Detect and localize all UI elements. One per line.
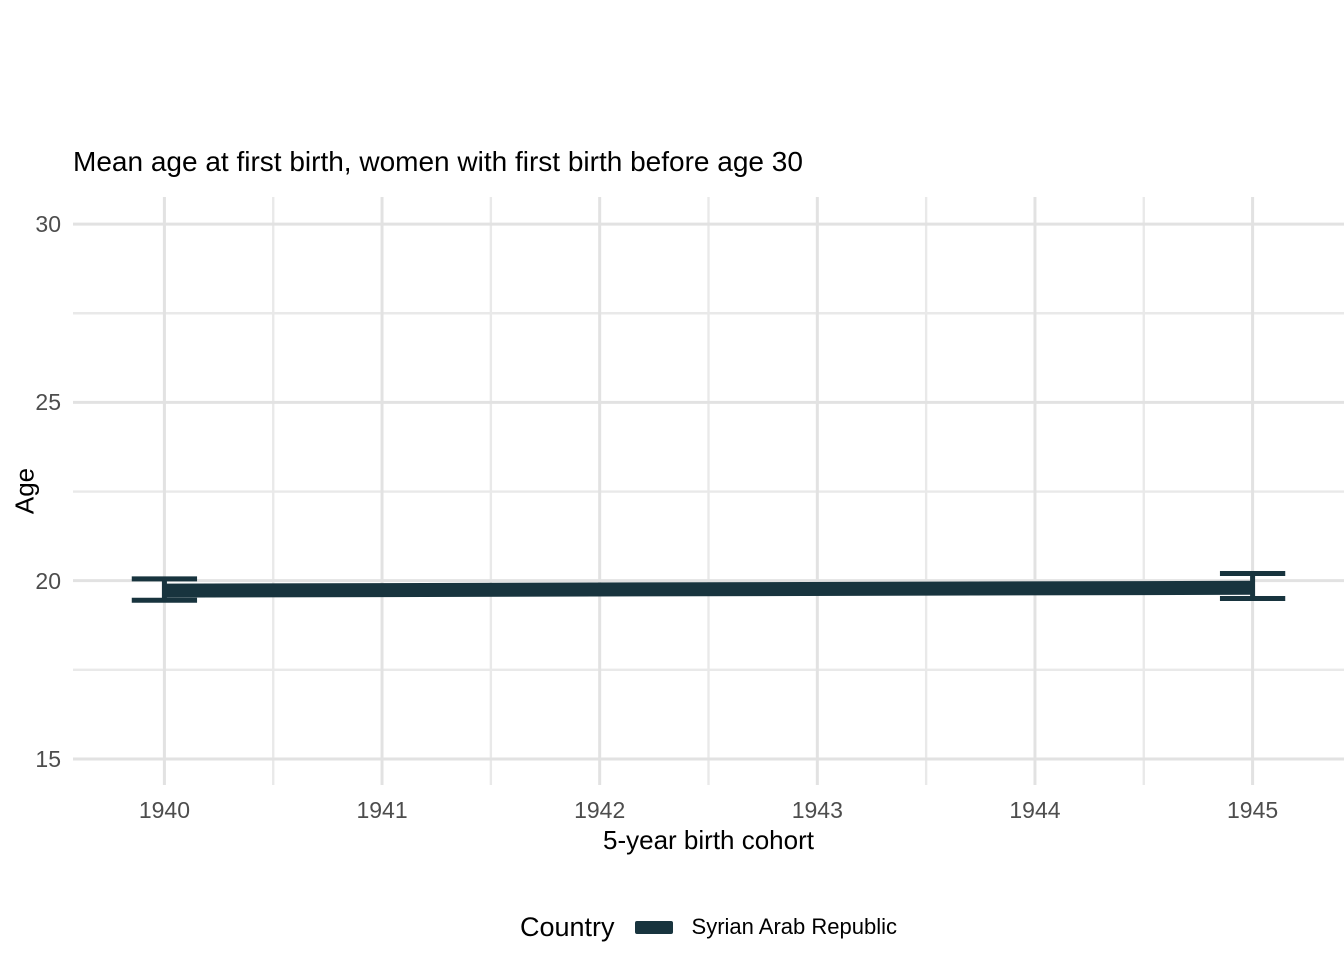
legend-title: Country [520,911,615,942]
chart-title: Mean age at first birth, women with firs… [73,146,803,177]
y-tick-label: 25 [35,389,61,416]
x-tick-label: 1945 [1226,797,1279,823]
legend-key-line [634,920,673,934]
x-tick-label: 1942 [574,797,626,823]
x-tick-label: 1941 [356,797,408,823]
series-line [164,580,1253,598]
legend: Country Syrian Arab Republic [73,908,1344,946]
y-tick-label: 20 [35,567,61,594]
y-tick-label: 15 [35,745,61,772]
y-axis-title: Age [9,467,40,515]
legend-entry-label: Syrian Arab Republic [691,914,897,939]
y-tick-label: 30 [35,211,61,238]
x-tick-label: 1943 [791,797,843,823]
x-axis-title: 5-year birth cohort [603,825,814,855]
x-tick-label: 1940 [138,797,190,823]
x-tick-label: 1944 [1009,797,1061,823]
